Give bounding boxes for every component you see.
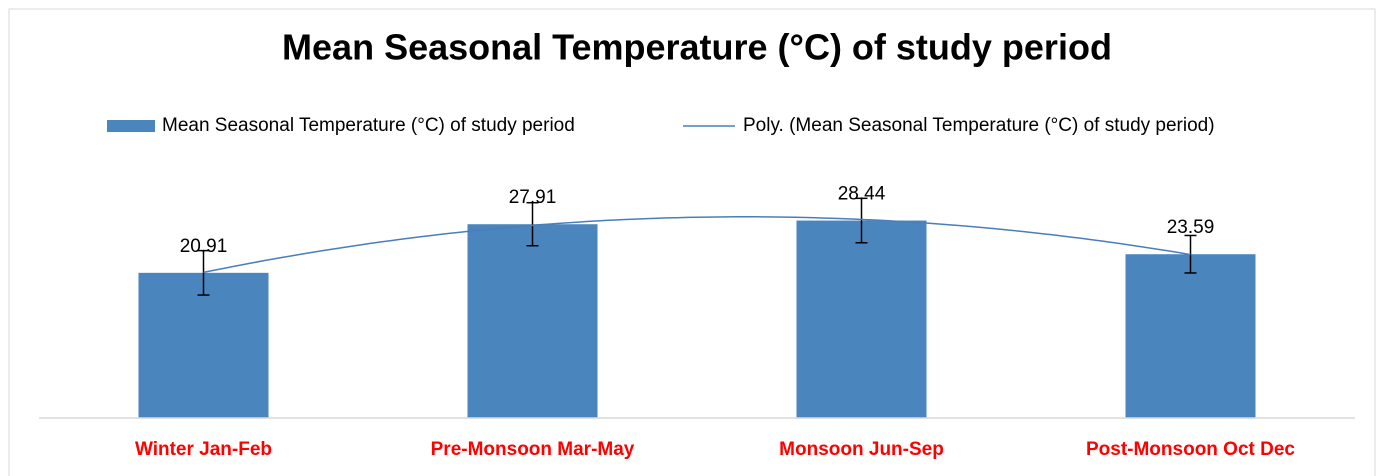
bar [796,220,927,418]
x-tick-label: Pre-Monsoon Mar-May [431,439,635,460]
legend-label: Mean Seasonal Temperature (°C) of study … [162,115,575,136]
data-label: 23.59 [1167,217,1215,238]
x-tick-label: Post-Monsoon Oct Dec [1086,439,1295,460]
x-tick-label: Winter Jan-Feb [135,439,272,460]
x-tick-label: Monsoon Jun-Sep [779,439,944,460]
chart-title: Mean Seasonal Temperature (°C) of study … [282,27,1112,68]
legend-swatch [107,120,155,132]
data-label: 20.91 [180,236,228,257]
bar [1125,254,1256,418]
bar [467,224,598,418]
legend-label: Poly. (Mean Seasonal Temperature (°C) of… [743,115,1215,136]
data-label: 28.44 [838,184,886,205]
bar [138,272,269,418]
data-label: 27.91 [509,187,557,208]
trendline [203,216,1191,274]
